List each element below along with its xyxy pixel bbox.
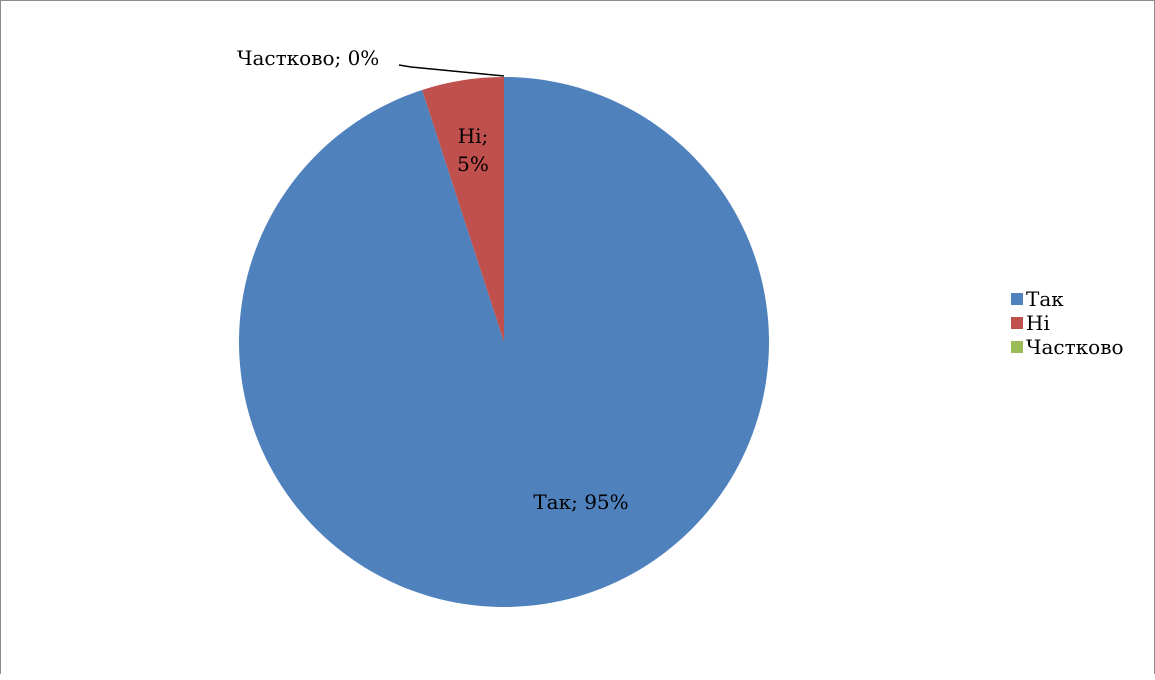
pie-slice-так [239, 77, 770, 608]
legend-label-так: Так [1026, 287, 1064, 311]
legend-swatch-так [1011, 293, 1023, 305]
pie-slice-ні [422, 77, 504, 342]
data-labels: Так; 95% Ні; 5% Частково; 0% [237, 46, 629, 514]
legend-swatch-частково [1011, 341, 1023, 353]
pie-slices [239, 77, 770, 608]
data-label-ni: Ні; 5% [457, 124, 489, 176]
data-label-tak: Так; 95% [533, 490, 628, 514]
legend-label-частково: Частково [1026, 335, 1124, 359]
data-label-chastkovo: Частково; 0% [237, 46, 379, 70]
legend-label-ні: Ні [1026, 311, 1050, 335]
leader-line-chastkovo [398, 64, 505, 77]
legend-swatch-ні [1011, 317, 1023, 329]
